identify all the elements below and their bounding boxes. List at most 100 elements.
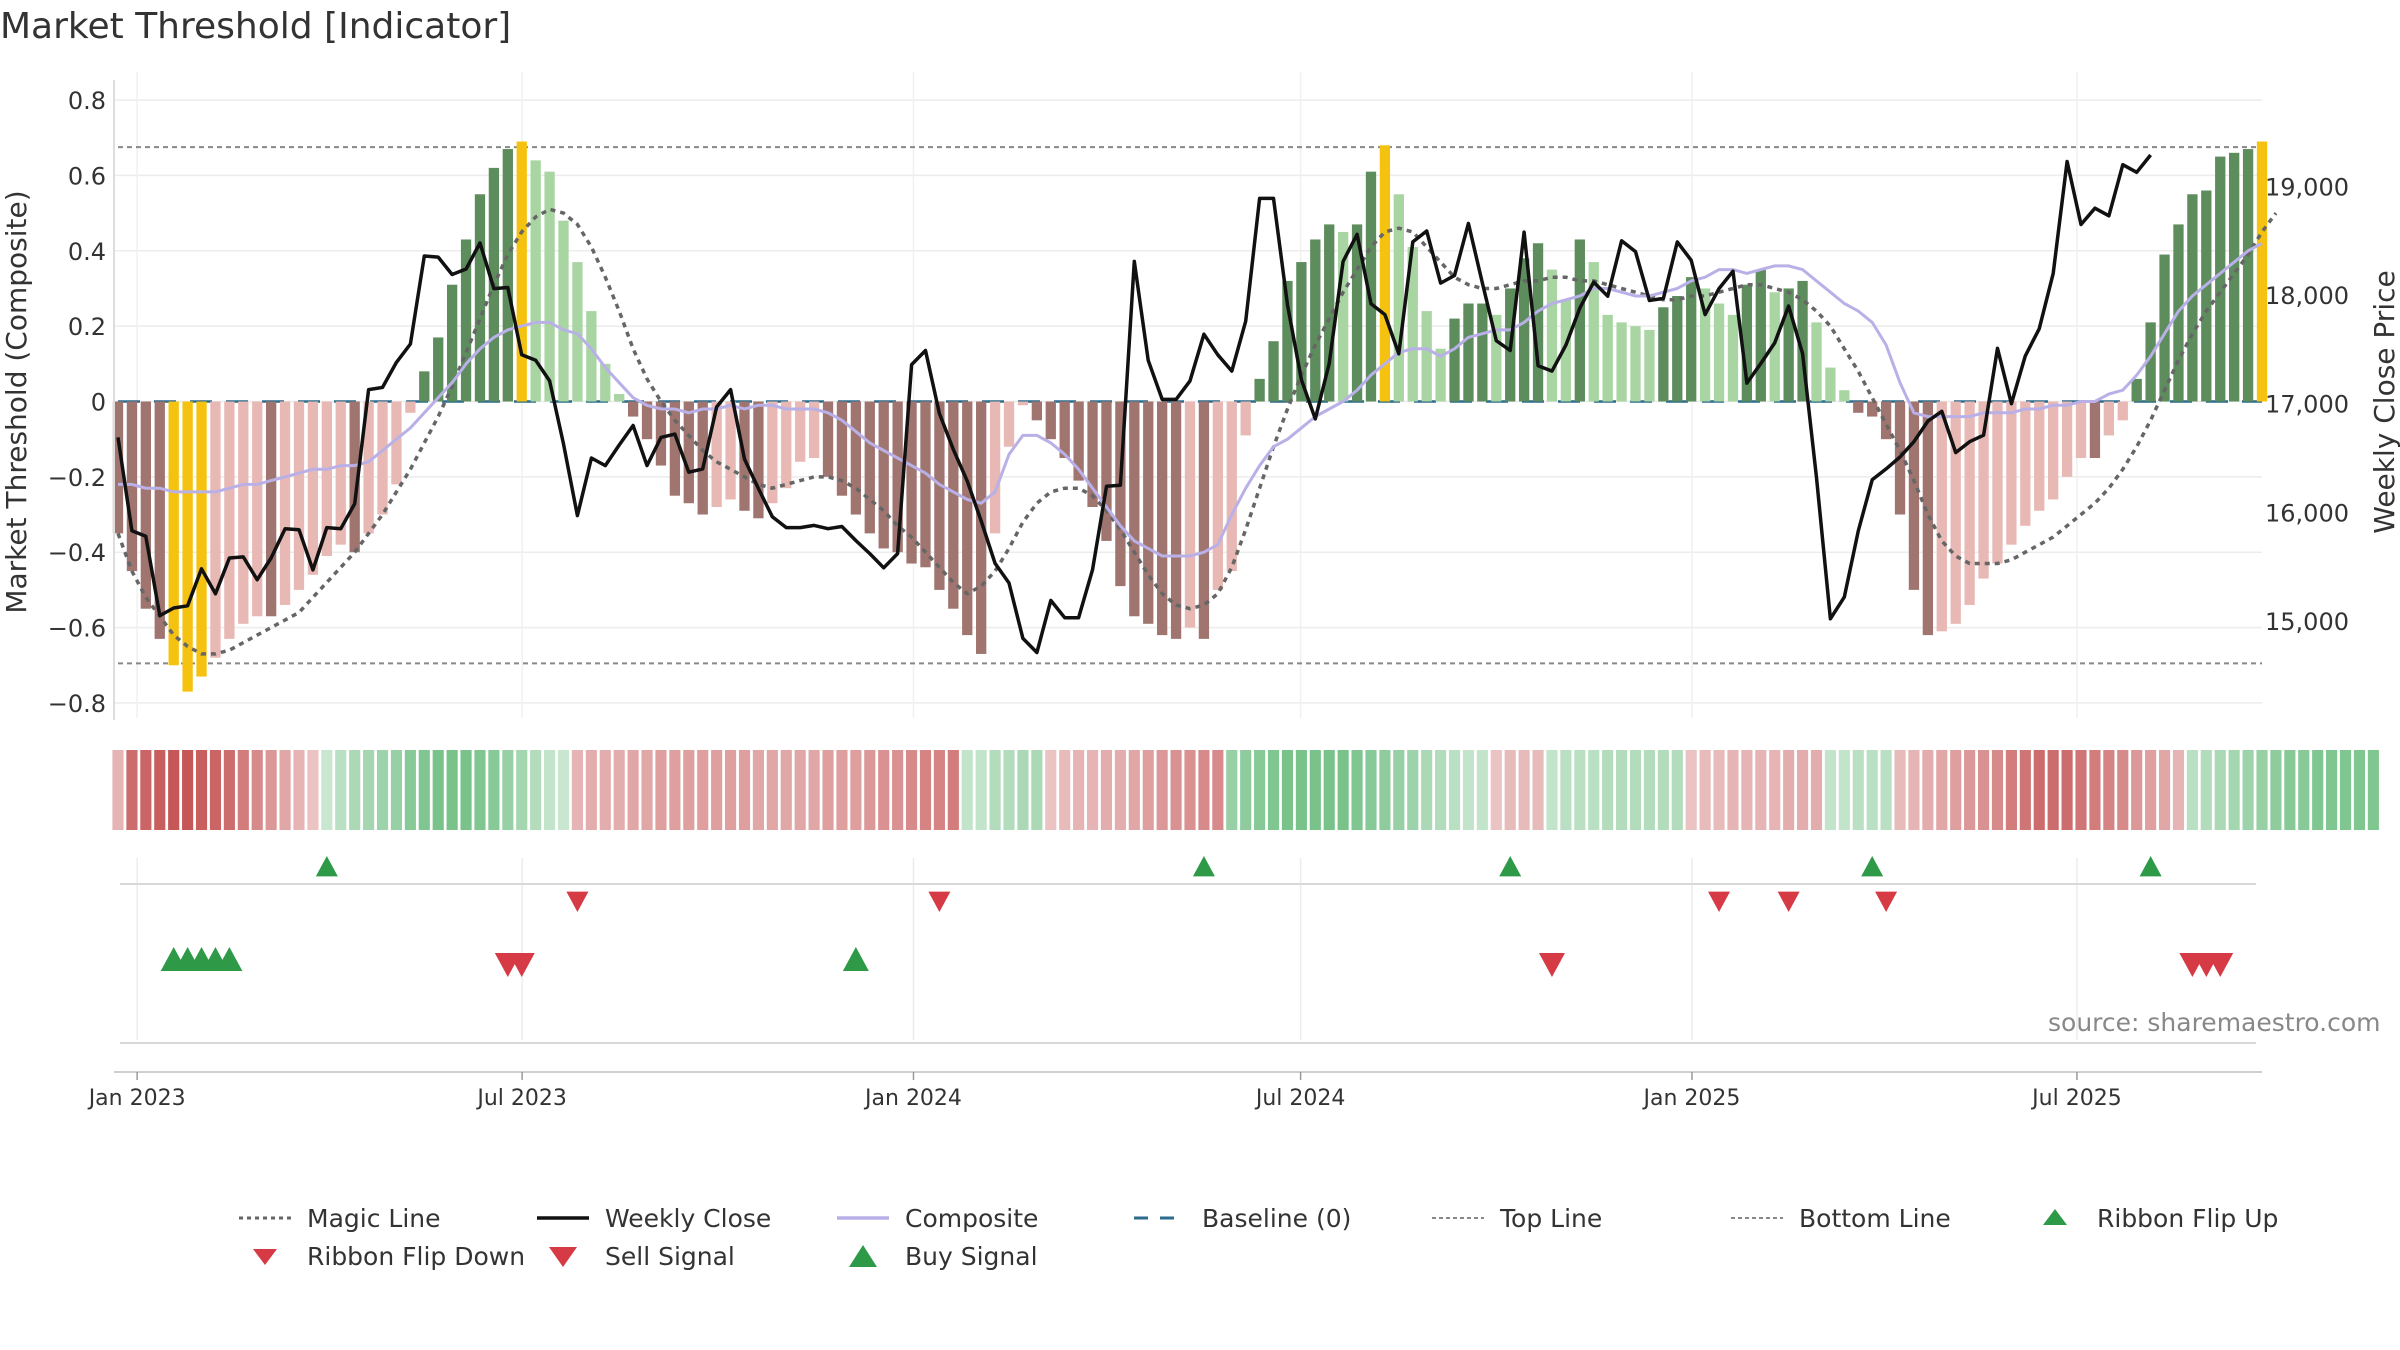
composite-bar	[1407, 247, 1418, 402]
x-tick-label: Jul 2023	[475, 1086, 567, 1111]
ribbon-segment	[1017, 750, 1029, 830]
ribbon-segment	[1755, 750, 1767, 830]
ribbon-segment	[2117, 750, 2129, 830]
composite-bar	[1087, 401, 1098, 507]
ribbon-segment	[223, 750, 235, 830]
composite-bar	[1755, 269, 1766, 402]
ribbon-segment	[878, 750, 890, 830]
ribbon-segment	[1671, 750, 1683, 830]
composite-bar	[2020, 401, 2031, 526]
legend-item-ribbon-flip-up: Ribbon Flip Up	[2025, 1198, 2278, 1238]
composite-bar	[530, 160, 541, 402]
ribbon-segment	[780, 750, 792, 830]
composite-bar	[419, 371, 430, 402]
ribbon-segment	[1783, 750, 1795, 830]
composite-bar	[196, 401, 207, 677]
composite-bar	[1630, 326, 1641, 402]
composite-bar	[2089, 401, 2101, 459]
composite-bar	[154, 401, 165, 639]
ribbon-flip-up-marker	[315, 856, 338, 877]
y-axis-label: Market Threshold (Composite)	[0, 190, 33, 613]
ribbon-segment	[1616, 750, 1628, 830]
baseline-swatch-icon	[1134, 1216, 1186, 1220]
ribbon-segment	[1393, 750, 1405, 830]
composite-bar	[669, 401, 681, 496]
buy-signal-marker	[216, 947, 243, 972]
bottom-line-swatch-icon	[1731, 1217, 1783, 1219]
ribbon-segment	[544, 750, 556, 830]
ribbon-flip-down-marker	[928, 891, 951, 912]
legend-label: Ribbon Flip Up	[2097, 1203, 2279, 1233]
composite-bar	[2256, 141, 2268, 402]
composite-bar	[1699, 288, 1711, 402]
ribbon-segment	[335, 750, 347, 830]
composite-bar	[822, 401, 834, 477]
y-tick-label: −0.4	[48, 539, 106, 567]
legend-label: Sell Signal	[605, 1241, 735, 1271]
ribbon-segment	[1588, 750, 1600, 830]
ribbon-segment	[1894, 750, 1906, 830]
ribbon-segment	[1977, 750, 1990, 830]
ribbon-segment	[613, 750, 625, 830]
composite-bar	[962, 401, 973, 636]
legend-label: Top Line	[1500, 1203, 1603, 1233]
ribbon-segment	[1198, 750, 1210, 830]
ribbon-segment	[209, 750, 222, 830]
composite-bar	[1351, 224, 1363, 402]
ribbon-segment	[1059, 750, 1071, 830]
ribbon-segment	[1086, 750, 1099, 830]
composite-bar	[2229, 152, 2240, 402]
composite-bar	[1059, 401, 1070, 459]
ribbon-segment	[836, 750, 848, 830]
composite-bar	[1282, 280, 1293, 402]
ribbon-segment	[1643, 750, 1655, 830]
composite-bar	[892, 401, 903, 553]
composite-bar	[1867, 401, 1878, 417]
ribbon-segment	[474, 750, 486, 830]
composite-bar	[1964, 401, 1975, 605]
ribbon-segment	[1407, 750, 1419, 830]
composite-bar	[1560, 299, 1572, 402]
composite-bar	[279, 401, 291, 605]
legend-item-composite: Composite	[833, 1198, 1038, 1238]
ribbon-segment	[1142, 750, 1154, 830]
ribbon-segment	[738, 750, 751, 830]
ribbon-segment	[1936, 750, 1948, 830]
composite-bar	[168, 401, 179, 666]
ribbon-segment	[112, 750, 124, 830]
ribbon-segment	[1574, 750, 1586, 830]
composite-bar	[586, 311, 597, 402]
composite-bar	[1574, 239, 1585, 402]
composite-bar	[2242, 149, 2254, 402]
ribbon-segment	[2158, 750, 2171, 830]
ribbon-segment	[655, 750, 667, 830]
composite-bar	[1073, 401, 1084, 481]
ribbon-segment	[404, 750, 416, 830]
ribbon-segment	[1852, 750, 1864, 830]
composite-bar	[627, 401, 639, 417]
composite-bar	[1783, 288, 1794, 402]
composite-bar	[265, 401, 277, 617]
ribbon-segment	[516, 750, 528, 830]
ribbon-segment	[502, 750, 514, 830]
series-lines	[116, 153, 2278, 656]
composite-bar	[558, 220, 569, 402]
axes: −0.8 −0.6 −0.4 −0.2 0 0.2 0.4 0.6 0.8 15,000 16,00…	[0, 80, 2400, 1111]
buy-triangle-icon	[849, 1245, 877, 1267]
composite-bar	[1115, 401, 1126, 587]
legend-item-buy-signal: Buy Signal	[833, 1236, 1038, 1276]
composite-bar	[1616, 322, 1627, 402]
composite-bar	[948, 401, 959, 609]
ribbon-segment	[251, 750, 263, 830]
ribbon-segment	[1128, 750, 1140, 830]
composite-bar	[349, 401, 360, 553]
composite-bar	[1003, 401, 1015, 447]
composite-bar	[224, 401, 235, 639]
composite-bar	[460, 239, 472, 402]
composite-bar	[1463, 303, 1474, 402]
legend-label: Baseline (0)	[1202, 1203, 1352, 1233]
composite-bar	[2131, 378, 2142, 402]
ribbon-segment	[2242, 750, 2254, 830]
ribbon-segment	[1532, 750, 1544, 830]
